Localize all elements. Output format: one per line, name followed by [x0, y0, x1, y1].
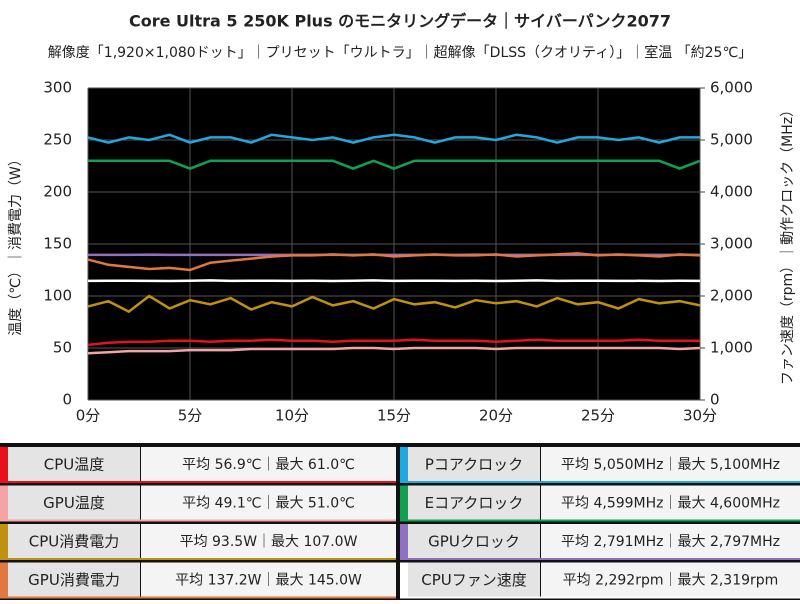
legend-underline — [8, 558, 396, 560]
series-line — [88, 280, 700, 281]
legend-summary: 平均 93.5W｜最大 107.0W — [180, 534, 358, 550]
legend-name: GPUクロック — [428, 533, 520, 551]
legend-summary: 平均 56.9℃｜最大 61.0℃ — [182, 457, 355, 473]
x-tick-label: 20分 — [479, 407, 513, 425]
x-tick-label: 5分 — [178, 407, 203, 425]
legend-swatch — [400, 486, 408, 522]
legend-summary: 平均 2,292rpm｜最大 2,319rpm — [563, 573, 779, 589]
chart-subtitle: 解像度「1,920×1,080ドット」｜プリセット「ウルトラ」｜超解像「DLSS… — [48, 44, 752, 61]
legend-swatch — [400, 447, 408, 483]
x-tick-label: 10分 — [275, 407, 309, 425]
y2-tick-label: 4,000 — [710, 183, 753, 201]
legend-underline — [8, 481, 396, 483]
y-tick-label: 50 — [53, 339, 72, 357]
x-tick-label: 0分 — [76, 407, 101, 425]
legend-swatch — [400, 524, 408, 560]
legend-summary: 平均 4,599MHz｜最大 4,600MHz — [561, 496, 780, 512]
legend-underline — [408, 597, 800, 599]
legend-name: Eコアクロック — [425, 494, 524, 512]
y2-tick-label: 1,000 — [710, 339, 753, 357]
y-tick-label: 150 — [43, 235, 72, 253]
y2-tick-label: 3,000 — [710, 235, 753, 253]
legend-swatch — [400, 563, 408, 599]
y2-axis-title: ファン速度（rpm）｜動作クロック（MHz） — [780, 103, 796, 385]
legend-summary: 平均 5,050MHz｜最大 5,100MHz — [561, 457, 780, 473]
chart-title: Core Ultra 5 250K Plus のモニタリングデータ｜サイバーパン… — [129, 12, 671, 31]
legend-summary: 平均 2,791MHz｜最大 2,797MHz — [561, 534, 780, 550]
legend-swatch — [0, 447, 8, 483]
legend-underline — [8, 597, 396, 599]
x-tick-label: 15分 — [377, 407, 411, 425]
legend-swatch — [0, 563, 8, 599]
y2-tick-label: 2,000 — [710, 287, 753, 305]
legend-underline — [408, 520, 800, 522]
legend-name: CPU温度 — [44, 456, 105, 474]
y-tick-label: 200 — [43, 183, 72, 201]
legend-name: CPU消費電力 — [29, 533, 120, 551]
y2-tick-label: 5,000 — [710, 131, 753, 149]
legend-name: GPU温度 — [43, 494, 105, 512]
legend-name: GPU消費電力 — [28, 571, 120, 589]
y-tick-label: 100 — [43, 287, 72, 305]
legend-summary: 平均 49.1℃｜最大 51.0℃ — [182, 496, 355, 512]
legend-swatch — [0, 524, 8, 560]
legend-summary: 平均 137.2W｜最大 145.0W — [175, 573, 362, 589]
y-tick-label: 250 — [43, 131, 72, 149]
legend-underline — [408, 481, 800, 483]
legend-name: CPUファン速度 — [421, 571, 527, 589]
x-tick-label: 30分 — [683, 407, 717, 425]
y2-tick-label: 6,000 — [710, 79, 753, 97]
x-tick-label: 25分 — [581, 407, 615, 425]
y-tick-label: 300 — [43, 79, 72, 97]
y-axis-title: 温度（℃）｜消費電力（W） — [8, 152, 24, 336]
legend-swatch — [0, 486, 8, 522]
y-tick-label: 0 — [62, 391, 72, 409]
legend-underline — [408, 558, 800, 560]
legend-name: Pコアクロック — [425, 456, 523, 474]
legend-underline — [8, 520, 396, 522]
